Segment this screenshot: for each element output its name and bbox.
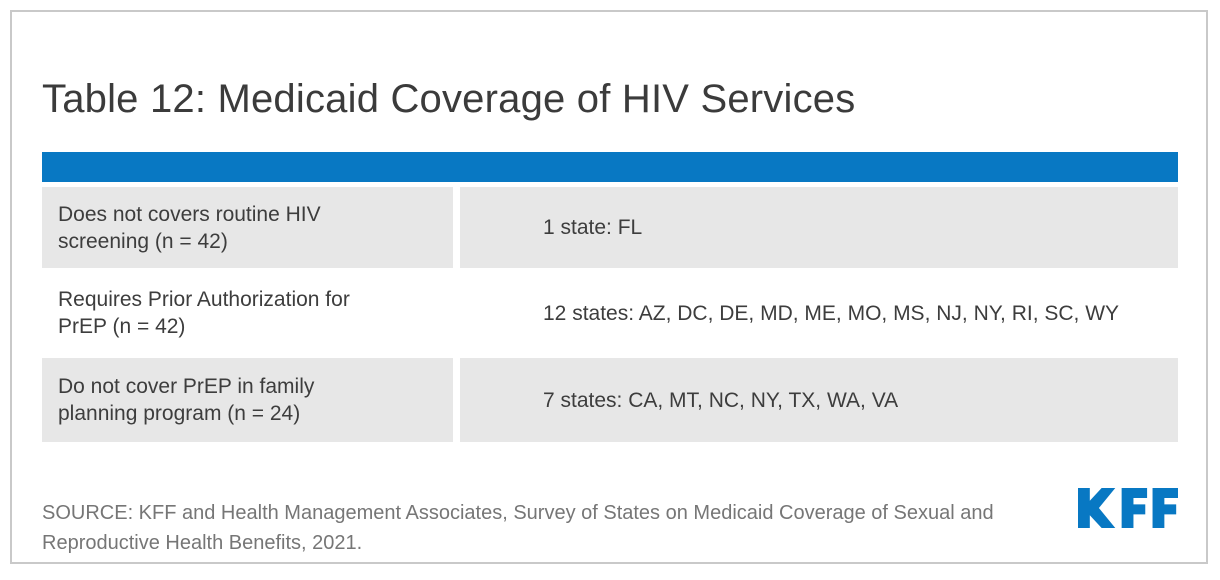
row-label: Do not cover PrEP in family planning pro… — [58, 375, 315, 425]
table-header-bar — [42, 152, 1178, 182]
kff-logo — [1078, 488, 1178, 528]
row-label-cell: Does not covers routine HIV screening (n… — [42, 187, 453, 268]
table-row: Requires Prior Authorization for PrEP (n… — [42, 273, 1178, 353]
row-value-cell: 12 states: AZ, DC, DE, MD, ME, MO, MS, N… — [460, 273, 1178, 353]
table-row: Does not covers routine HIV screening (n… — [42, 187, 1178, 268]
table-card: Table 12: Medicaid Coverage of HIV Servi… — [10, 10, 1208, 564]
source-note: SOURCE: KFF and Health Management Associ… — [42, 502, 994, 554]
row-label: Requires Prior Authorization for PrEP (n… — [58, 288, 350, 338]
kff-logo-glyphs — [1078, 488, 1178, 528]
row-value: 7 states: CA, MT, NC, NY, TX, WA, VA — [543, 388, 899, 412]
row-value-cell: 7 states: CA, MT, NC, NY, TX, WA, VA — [460, 358, 1178, 442]
row-label-cell: Do not cover PrEP in family planning pro… — [42, 358, 453, 442]
row-label-cell: Requires Prior Authorization for PrEP (n… — [42, 273, 453, 353]
row-value: 12 states: AZ, DC, DE, MD, ME, MO, MS, N… — [543, 301, 1120, 325]
table-row: Do not cover PrEP in family planning pro… — [42, 358, 1178, 442]
page-title: Table 12: Medicaid Coverage of HIV Servi… — [42, 76, 856, 121]
row-value: 1 state: FL — [543, 216, 643, 239]
row-value-cell: 1 state: FL — [460, 187, 1178, 268]
row-label: Does not covers routine HIV screening (n… — [58, 202, 321, 253]
